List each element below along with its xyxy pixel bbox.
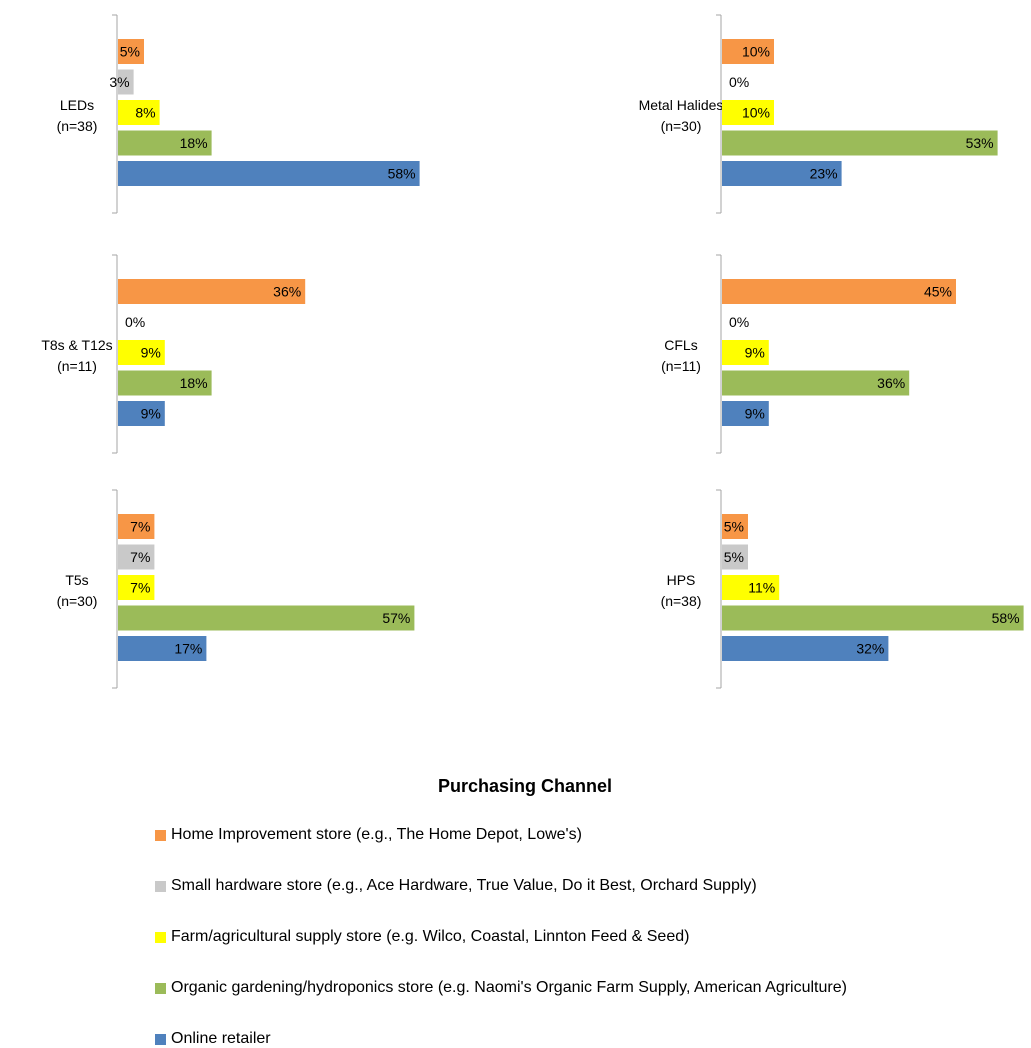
bar-organic-gardening [722,370,910,396]
category-n-label: (n=11) [661,358,701,374]
chart-panel: T5s (n=30) 7% 7% 7% 57% 17% [57,489,415,689]
bar-home-improvement [118,39,144,64]
data-label: 10% [742,105,770,121]
legend-label: Small hardware store (e.g., Ace Hardware… [171,877,757,894]
data-label: 7% [130,549,150,565]
bar-organic-gardening [118,370,212,396]
category-n-label: (n=11) [57,358,97,374]
data-label: 10% [742,44,770,60]
chart-panel: T8s & T12s (n=11) 36% 0% 9% 18% 9% [41,254,306,454]
data-label: 18% [180,375,208,391]
bar-small-hardware [722,544,748,570]
legend-label: Farm/agricultural supply store (e.g. Wil… [171,928,690,945]
data-label: 7% [130,519,150,535]
data-label: 3% [109,74,129,90]
data-label: 23% [810,166,838,182]
data-label: 18% [180,135,208,151]
bar-farm-supply [118,340,165,365]
data-label: 5% [724,519,744,535]
legend-title: Purchasing Channel [438,776,613,796]
bar-farm-supply [722,100,774,125]
chart-panel: Metal Halides (n=30) 10% 0% 10% 53% 23% [639,14,998,214]
chart-panel: LEDs (n=38) 5% 3% 8% 18% 58% [57,14,420,214]
data-label: 36% [877,375,905,391]
bar-online-retailer [722,636,889,661]
data-label: 58% [388,166,416,182]
data-label: 45% [924,284,952,300]
data-label: 9% [141,406,161,422]
chart-panel: CFLs (n=11) 45% 0% 9% 36% 9% [661,254,956,454]
bar-online-retailer [722,401,769,426]
bar-home-improvement [722,279,956,304]
bar-online-retailer [118,636,207,661]
legend-item-online-retailer: Online retailer [155,1030,271,1048]
legend-swatch-green [155,982,166,994]
legend-label: Organic gardening/hydroponics store (e.g… [171,979,847,996]
data-label: 9% [745,345,765,361]
legend-item-home-improvement: Home Improvement store (e.g., The Home D… [155,826,582,844]
category-n-label: (n=30) [57,593,98,609]
bar-online-retailer [118,161,420,186]
bar-home-improvement [722,514,748,539]
bar-online-retailer [722,161,842,186]
legend-label: Home Improvement store (e.g., The Home D… [171,826,582,843]
bar-home-improvement [118,279,306,304]
legend-item-farm-supply: Farm/agricultural supply store (e.g. Wil… [155,928,689,946]
legend-swatch-orange [155,829,166,841]
bar-organic-gardening [118,130,212,156]
legend-swatch-gray [155,880,166,892]
bar-small-hardware [118,69,134,95]
category-label: Metal Halides [639,97,724,113]
data-label: 9% [745,406,765,422]
category-label: T5s [65,572,88,588]
data-label: 7% [130,580,150,596]
bar-farm-supply [722,575,780,600]
data-label: 57% [382,610,410,626]
category-label: CFLs [664,337,697,353]
data-label: 53% [966,135,994,151]
bar-small-hardware [118,544,155,570]
legend-swatch-yellow [155,931,166,943]
bar-home-improvement [118,514,155,539]
category-label: LEDs [60,97,94,113]
bar-organic-gardening [722,130,998,156]
legend-label: Online retailer [171,1030,271,1047]
category-label: HPS [667,572,696,588]
data-label: 58% [992,610,1020,626]
legend-swatch-blue [155,1033,166,1045]
data-label: 11% [748,580,775,596]
data-label: 32% [856,641,884,657]
bar-online-retailer [118,401,165,426]
bar-organic-gardening [118,605,415,631]
data-label: 5% [724,549,744,565]
bar-farm-supply [118,575,155,600]
data-label: 0% [729,314,749,330]
data-label: 0% [125,314,145,330]
data-label: 9% [141,345,161,361]
bar-farm-supply [722,340,769,365]
bar-home-improvement [722,39,774,64]
legend-item-small-hardware: Small hardware store (e.g., Ace Hardware… [155,877,757,895]
data-label: 36% [273,284,301,300]
category-n-label: (n=38) [57,118,98,134]
category-label: T8s & T12s [41,337,112,353]
data-label: 8% [135,105,155,121]
category-n-label: (n=38) [661,593,702,609]
bar-charts-grid: LEDs (n=38) 5% 3% 8% 18% 58% Metal Halides (n=30… [41,14,1024,689]
legend-item-organic-gardening: Organic gardening/hydroponics store (e.g… [155,979,847,997]
category-n-label: (n=30) [661,118,702,134]
chart-panel: HPS(n=38)5%5%11%58%32% [661,489,1024,689]
data-label: 17% [174,641,202,657]
data-label: 0% [729,74,749,90]
bar-farm-supply [118,100,160,125]
data-label: 5% [120,44,140,60]
bar-organic-gardening [722,605,1024,631]
